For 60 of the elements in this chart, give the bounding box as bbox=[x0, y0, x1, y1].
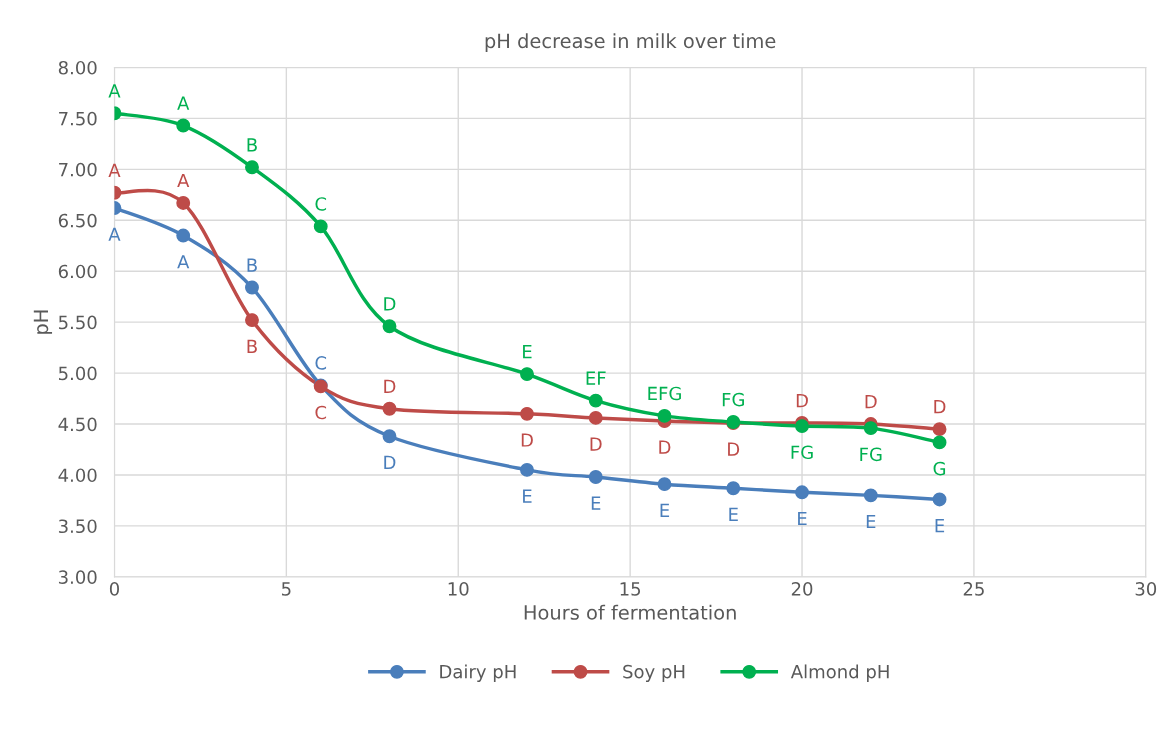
data-label: D bbox=[384, 379, 396, 393]
data-label: E bbox=[866, 514, 876, 529]
data-label: E bbox=[935, 519, 945, 533]
y-tick-label: 5.50 bbox=[58, 315, 97, 330]
chart-title: pH decrease in milk over time bbox=[485, 33, 776, 53]
y-tick-label: 7.50 bbox=[59, 111, 97, 126]
y-tick-label: 4.00 bbox=[58, 468, 97, 483]
y-tick-label: 7.00 bbox=[59, 162, 97, 177]
legend-label: Almond pH bbox=[790, 664, 889, 682]
data-label: C bbox=[315, 356, 327, 370]
x-axis-title: Hours of fermentation bbox=[524, 604, 736, 620]
data-label: G bbox=[933, 461, 946, 476]
y-tick-label: 6.00 bbox=[58, 264, 97, 279]
data-label: D bbox=[934, 400, 946, 414]
y-axis-title: pH bbox=[33, 310, 53, 334]
data-label: FG bbox=[722, 392, 744, 407]
data-label: A bbox=[177, 255, 190, 269]
x-tick-label: 5 bbox=[282, 582, 291, 596]
data-label: E bbox=[798, 511, 807, 526]
data-label: D bbox=[659, 440, 671, 454]
data-label: B bbox=[247, 258, 257, 272]
data-label: D bbox=[384, 297, 396, 311]
data-label: A bbox=[108, 163, 121, 177]
data-label: B bbox=[247, 339, 257, 353]
data-label: B bbox=[247, 138, 257, 152]
data-label: A bbox=[108, 84, 121, 98]
data-label: FG bbox=[860, 447, 882, 462]
data-label: C bbox=[315, 197, 327, 211]
data-label: E bbox=[523, 345, 532, 359]
data-label: D bbox=[384, 455, 396, 470]
data-label: E bbox=[660, 503, 670, 517]
data-label: EFG bbox=[648, 386, 681, 401]
y-tick-label: 3.00 bbox=[58, 570, 97, 584]
data-label: D bbox=[728, 442, 740, 456]
data-label: D bbox=[521, 433, 533, 447]
data-label: D bbox=[865, 395, 877, 409]
data-label: FG bbox=[791, 445, 813, 460]
x-tick-label: 10 bbox=[448, 582, 469, 596]
y-tick-label: 3.50 bbox=[58, 519, 97, 534]
data-label: C bbox=[315, 405, 327, 420]
legend-label: Soy pH bbox=[623, 664, 685, 682]
data-label: D bbox=[590, 437, 602, 451]
legend-label: Dairy pH bbox=[440, 664, 516, 682]
x-tick-label: 15 bbox=[620, 582, 641, 596]
data-label: D bbox=[796, 394, 808, 408]
data-label: A bbox=[108, 227, 121, 241]
data-label: E bbox=[729, 507, 738, 521]
data-label: A bbox=[177, 173, 190, 188]
data-label: E bbox=[591, 496, 601, 510]
y-tick-label: 4.50 bbox=[58, 417, 97, 432]
x-tick-label: 20 bbox=[791, 582, 813, 596]
x-tick-label: 25 bbox=[963, 582, 984, 596]
x-tick-label: 30 bbox=[1135, 582, 1157, 596]
data-label: EF bbox=[586, 371, 606, 385]
y-tick-label: 6.50 bbox=[58, 213, 97, 228]
y-tick-label: 5.00 bbox=[58, 366, 97, 381]
data-label: A bbox=[177, 96, 190, 110]
x-tick-label: 0 bbox=[109, 582, 120, 596]
data-label: E bbox=[523, 489, 532, 503]
y-tick-label: 8.00 bbox=[58, 60, 97, 75]
